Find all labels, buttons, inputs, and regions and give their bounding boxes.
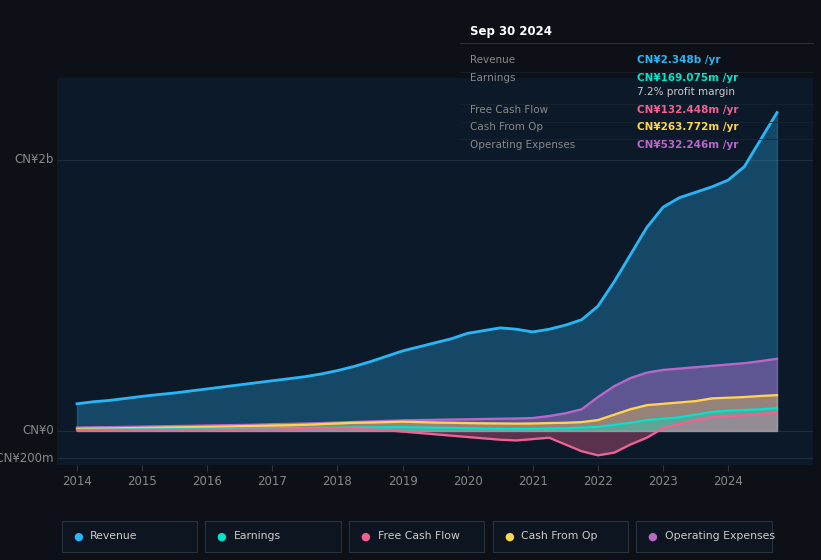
Text: CN¥2.348b /yr: CN¥2.348b /yr xyxy=(637,55,721,65)
Text: CN¥532.246m /yr: CN¥532.246m /yr xyxy=(637,140,738,150)
Text: Earnings: Earnings xyxy=(470,73,516,83)
Text: CN¥0: CN¥0 xyxy=(22,424,53,437)
Text: 7.2% profit margin: 7.2% profit margin xyxy=(637,87,735,97)
Text: Revenue: Revenue xyxy=(470,55,516,65)
Text: ●: ● xyxy=(360,531,370,542)
Text: -CN¥200m: -CN¥200m xyxy=(0,451,53,465)
Text: Operating Expenses: Operating Expenses xyxy=(470,140,576,150)
Text: ●: ● xyxy=(217,531,227,542)
Text: Sep 30 2024: Sep 30 2024 xyxy=(470,25,553,38)
Text: Cash From Op: Cash From Op xyxy=(521,531,598,542)
Text: Earnings: Earnings xyxy=(234,531,281,542)
Text: CN¥169.075m /yr: CN¥169.075m /yr xyxy=(637,73,738,83)
Text: ●: ● xyxy=(504,531,514,542)
Text: Operating Expenses: Operating Expenses xyxy=(665,531,775,542)
Text: Revenue: Revenue xyxy=(90,531,138,542)
Text: Free Cash Flow: Free Cash Flow xyxy=(470,105,548,115)
Text: ●: ● xyxy=(73,531,83,542)
Text: Cash From Op: Cash From Op xyxy=(470,122,544,132)
Text: CN¥263.772m /yr: CN¥263.772m /yr xyxy=(637,122,739,132)
Text: CN¥2b: CN¥2b xyxy=(14,153,53,166)
Text: Free Cash Flow: Free Cash Flow xyxy=(378,531,460,542)
Text: CN¥132.448m /yr: CN¥132.448m /yr xyxy=(637,105,739,115)
Text: ●: ● xyxy=(648,531,658,542)
